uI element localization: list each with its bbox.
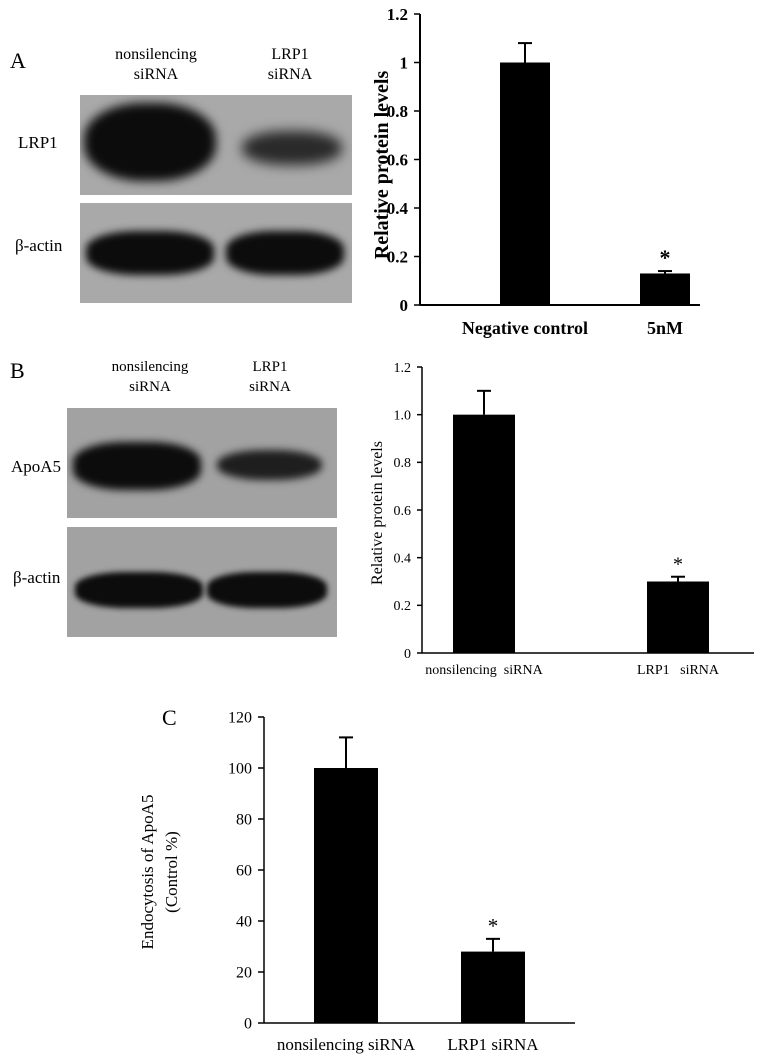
chart-c-y-tick-label: 100 [228, 761, 252, 778]
chart-b-y-axis-label: Relative protein levels [369, 441, 386, 585]
chart-a-significance-marker: * [660, 245, 671, 270]
chart-a-category-label: 5nM [647, 318, 683, 338]
chart-c-y-tick-label: 80 [236, 812, 252, 829]
lane-label-line2: siRNA [133, 66, 179, 83]
chart-b-y-tick-label: 0.8 [394, 456, 412, 471]
lane-label-line1: LRP1 [252, 359, 288, 375]
chart-c-y-tick-label: 20 [236, 965, 252, 982]
blot-band [73, 442, 201, 490]
chart-a-y-tick-label: 0.8 [387, 102, 408, 121]
chart-a-y-tick-label: 0.6 [387, 150, 408, 169]
panel-a-blot-label-actin: β-actin [15, 236, 63, 255]
lane-label-line2: siRNA [129, 379, 171, 395]
blot-band [242, 131, 342, 165]
panel-a-lane-label-1: nonsilencing siRNA [96, 45, 216, 85]
chart-c-y-axis-label: Endocytosis of ApoA5 [138, 795, 157, 950]
chart-a-y-tick-label: 0.2 [387, 247, 408, 266]
lane-label-line1: LRP1 [271, 46, 309, 63]
chart-a-y-tick-label: 0.4 [387, 199, 409, 218]
chart-c-y-tick-label: 40 [236, 914, 252, 931]
lane-label-line1: nonsilencing [115, 46, 197, 63]
lane-label-line2: siRNA [267, 66, 313, 83]
panel-b-blot-actin [67, 527, 337, 637]
chart-c-category-label: nonsilencing siRNA [277, 1035, 416, 1054]
chart-b-y-tick-label: 0.2 [394, 599, 412, 614]
panel-b-letter: B [10, 358, 25, 383]
lane-label-line2: siRNA [249, 379, 291, 395]
blot-band [84, 103, 216, 181]
blot-band [217, 450, 322, 480]
chart-b-category-label: nonsilencing siRNA [425, 663, 543, 678]
chart-b-y-tick-label: 0.4 [394, 552, 412, 567]
chart-a-y-tick-label: 1.2 [387, 5, 408, 24]
blot-band [226, 231, 344, 275]
chart-c-y-tick-label: 60 [236, 863, 252, 880]
chart-a-y-axis-label: Relative protein levels [371, 71, 393, 260]
chart-b-y-tick-label: 1.0 [394, 409, 412, 424]
chart-c-y-axis-label-2: (Control %) [162, 831, 181, 913]
blot-band [207, 572, 327, 608]
chart-b-category-label: LRP1 siRNA [637, 663, 720, 678]
chart-b-significance-marker: * [673, 554, 683, 576]
blot-band [75, 572, 203, 608]
chart-b-y-tick-label: 0 [404, 647, 411, 662]
panel-a-blot-lrp1 [80, 95, 352, 195]
chart-b-y-tick-label: 1.2 [394, 361, 412, 376]
chart-c-category-label: LRP1 siRNA [447, 1035, 539, 1054]
panel-b-lane-label-1: nonsilencing siRNA [90, 357, 210, 397]
chart-b-y-tick-label: 0.6 [394, 504, 412, 519]
chart-c-significance-marker: * [488, 914, 499, 938]
panel-b-blot-apoa5 [67, 408, 337, 518]
chart-b-bar [453, 414, 515, 653]
panel-c-letter: C [162, 705, 177, 730]
chart-c-bar [461, 951, 525, 1023]
panel-a-blot-actin [80, 203, 352, 303]
panel-a-lane-label-2: LRP1 siRNA [240, 45, 340, 85]
chart-c-y-tick-label: 120 [228, 710, 252, 727]
chart-a-category-label: Negative control [462, 318, 588, 338]
chart-c-bar [314, 768, 378, 1023]
blot-band [86, 231, 214, 275]
chart-a-bar [640, 273, 690, 305]
panel-a-blot-label-lrp1: LRP1 [18, 133, 58, 152]
panel-a-letter: A [10, 48, 26, 73]
chart-b-bar [647, 581, 709, 653]
chart-a-bar [500, 62, 550, 305]
panel-b-blot-label-apoa5: ApoA5 [11, 457, 62, 476]
panel-b-blot-label-actin: β-actin [13, 568, 61, 587]
chart-a-y-tick-label: 1 [400, 53, 409, 72]
chart-a-y-tick-label: 0 [400, 296, 409, 315]
panel-b-lane-label-2: LRP1 siRNA [220, 357, 320, 397]
lane-label-line1: nonsilencing [111, 359, 189, 375]
chart-c-y-tick-label: 0 [244, 1016, 252, 1033]
